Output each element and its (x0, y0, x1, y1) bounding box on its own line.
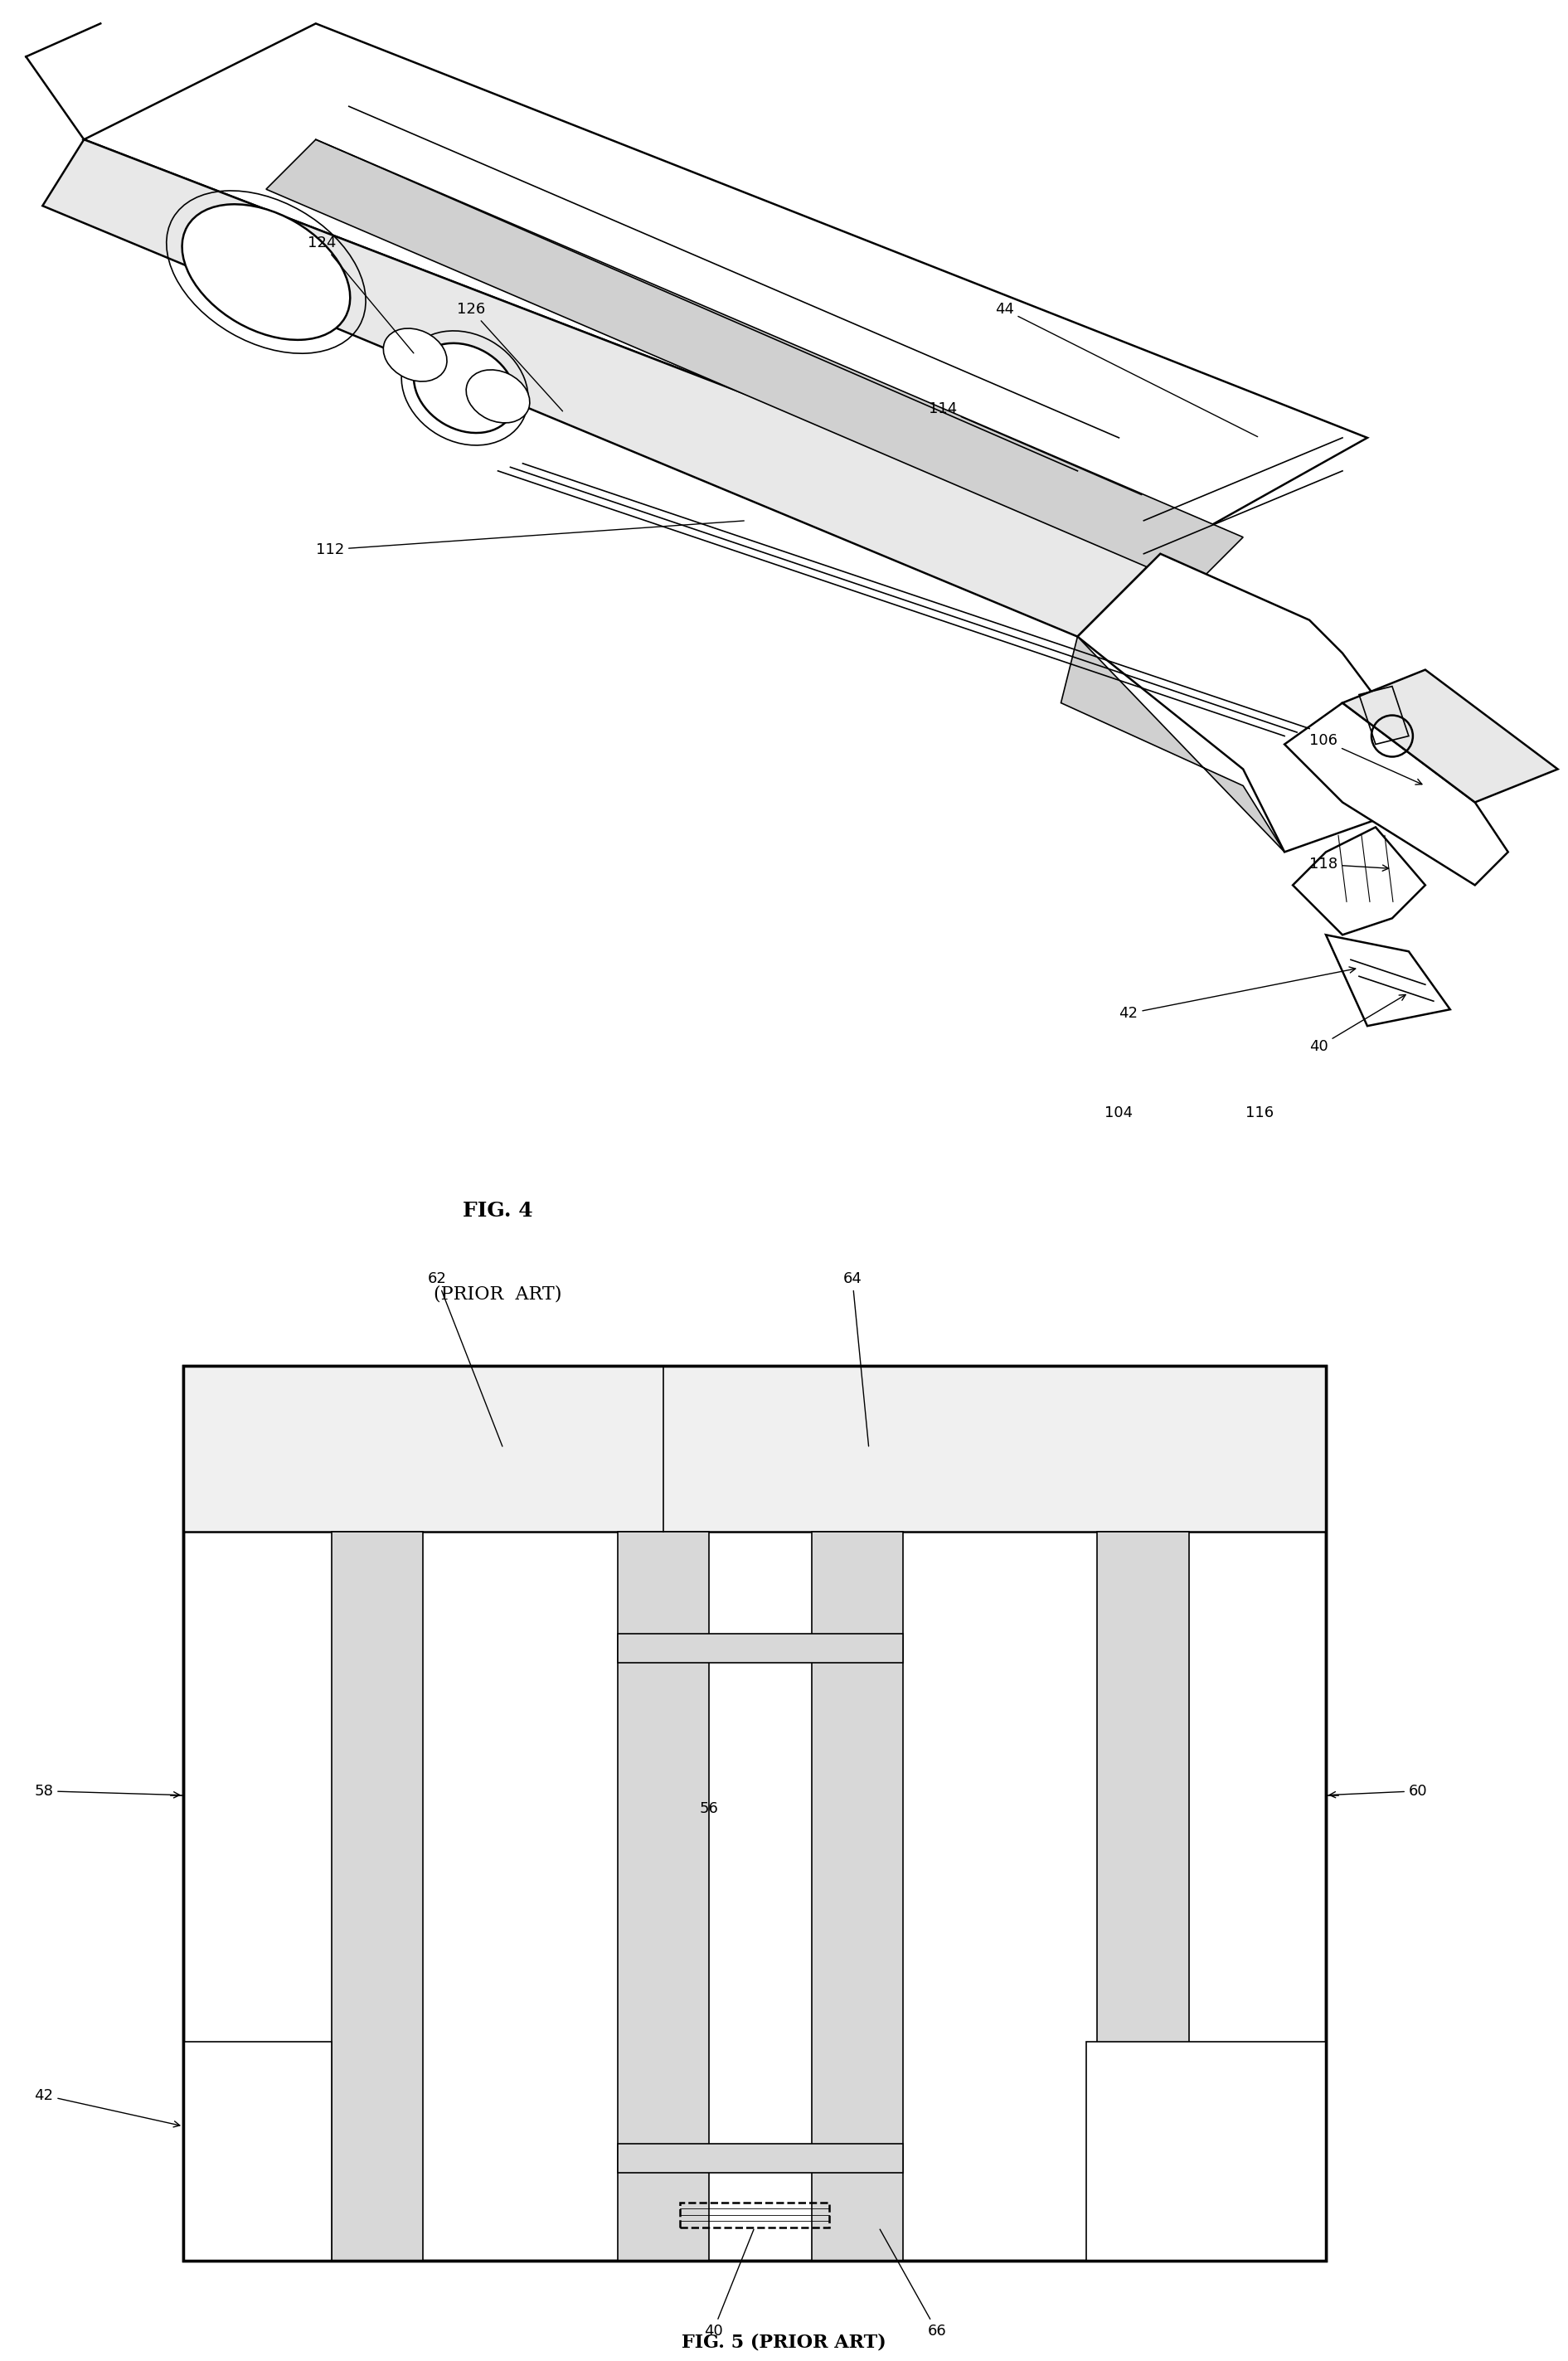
Text: 112: 112 (315, 522, 745, 557)
Ellipse shape (383, 328, 447, 382)
Text: 118: 118 (1309, 857, 1389, 871)
Bar (812, 1532, 903, 2259)
Bar (1087, 2042, 1327, 2259)
Bar (183, 1365, 1327, 1532)
Bar (618, 2144, 903, 2172)
Text: 58: 58 (34, 1783, 180, 1799)
Text: 64: 64 (844, 1270, 869, 1447)
Text: 42: 42 (1120, 968, 1355, 1020)
Polygon shape (85, 24, 1367, 555)
Text: 40: 40 (1309, 994, 1405, 1053)
Text: 40: 40 (704, 2229, 754, 2337)
Text: 42: 42 (34, 2087, 180, 2127)
Text: (PRIOR  ART): (PRIOR ART) (434, 1284, 561, 1303)
Text: 62: 62 (428, 1270, 502, 1447)
Polygon shape (42, 139, 1160, 637)
Polygon shape (1077, 555, 1425, 852)
Text: 56: 56 (699, 1801, 718, 1816)
Bar (618, 1634, 903, 1662)
Text: 124: 124 (307, 236, 414, 354)
Ellipse shape (414, 342, 516, 432)
Text: FIG. 5 (PRIOR ART): FIG. 5 (PRIOR ART) (681, 2333, 886, 2352)
Polygon shape (1062, 637, 1284, 852)
Bar (681, 2203, 829, 2226)
Polygon shape (267, 139, 1243, 588)
Polygon shape (1292, 826, 1425, 935)
Text: FIG. 4: FIG. 4 (463, 1202, 533, 1221)
Bar (618, 1532, 709, 2259)
Ellipse shape (182, 205, 350, 340)
Bar (183, 1365, 1327, 2259)
Bar (332, 1532, 423, 2259)
Text: 114: 114 (928, 401, 1142, 496)
Text: 104: 104 (1105, 1105, 1134, 1121)
Bar (183, 2042, 332, 2259)
Polygon shape (1327, 935, 1450, 1027)
Bar (183, 1365, 1327, 2259)
Ellipse shape (466, 371, 530, 423)
Bar (1098, 1532, 1189, 2259)
Text: 44: 44 (994, 302, 1258, 437)
Text: 60: 60 (1330, 1783, 1427, 1799)
Polygon shape (1342, 671, 1557, 803)
Text: 116: 116 (1245, 1105, 1273, 1121)
Text: 66: 66 (880, 2229, 946, 2337)
Text: 106: 106 (1309, 732, 1422, 784)
Text: 126: 126 (456, 302, 563, 411)
Polygon shape (1284, 704, 1508, 885)
